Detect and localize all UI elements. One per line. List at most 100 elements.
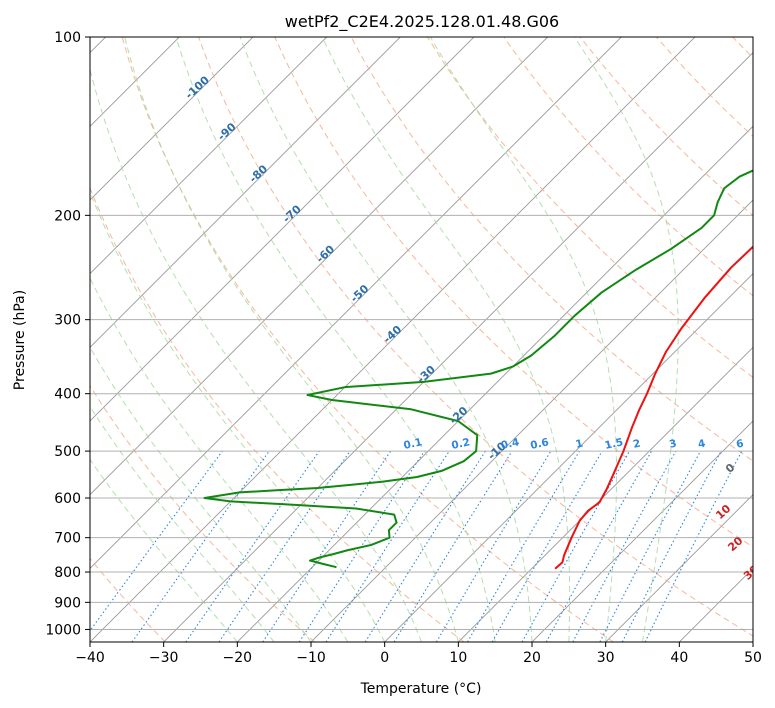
isotherm-label: -40 — [381, 323, 405, 346]
y-tick-label: 500 — [54, 444, 81, 460]
mixing-ratio-line — [435, 450, 552, 642]
temperature-profile-line — [554, 245, 753, 570]
mixing-ratio-line — [545, 450, 653, 642]
moist-adiabat-line — [175, 37, 496, 642]
x-tick-label: −10 — [296, 650, 326, 666]
x-tick-label: 50 — [744, 650, 762, 666]
x-tick-label: 40 — [670, 650, 688, 666]
x-tick-label: 20 — [523, 650, 541, 666]
mixing-ratio-label: 0.6 — [529, 436, 550, 452]
mixing-ratio-line — [599, 450, 702, 642]
y-tick-label: 1000 — [45, 622, 81, 638]
mixing-ratio-line — [325, 450, 450, 642]
mixing-ratio-line — [90, 450, 223, 632]
isotherm-line — [163, 52, 753, 642]
moist-adiabat-line — [90, 67, 422, 642]
isotherm-label: -100 — [183, 73, 212, 101]
isotherm-label: -70 — [280, 202, 304, 225]
mixing-ratio-label: 8 — [764, 438, 774, 451]
mixing-ratio-label: 2 — [632, 438, 642, 451]
dry-adiabat-line — [90, 384, 316, 642]
chart-title: wetPf2_C2E4.2025.128.01.48.G06 — [285, 12, 559, 32]
isotherm-label: -20 — [447, 404, 471, 427]
dry-adiabat-lines — [90, 37, 753, 642]
y-tick-label: 100 — [54, 30, 81, 46]
y-tick-label: 700 — [54, 531, 81, 547]
mixing-ratio-label: 3 — [668, 438, 678, 451]
mixing-ratio-line — [521, 450, 630, 642]
moist-adiabat-line — [90, 190, 386, 642]
mixing-ratio-line — [218, 450, 351, 642]
isotherm-line — [310, 199, 753, 642]
y-axis-ticks: 100 200 300 400 500 600 700 800 900 1000 — [45, 30, 90, 638]
mixing-ratio-label: 0.4 — [500, 436, 521, 452]
isotherm-line — [457, 346, 753, 642]
moist-adiabat-line — [90, 276, 349, 642]
dry-adiabat-line — [350, 37, 753, 462]
moist-adiabat-line — [429, 37, 618, 642]
y-axis-label: Pressure (hPa) — [12, 290, 28, 390]
isotherm-label: -60 — [314, 242, 338, 265]
moist-adiabat-line — [124, 37, 459, 642]
moist-adiabat-label: 30 — [741, 562, 761, 582]
x-tick-label: 30 — [597, 650, 615, 666]
mixing-ratio-label: 1 — [575, 438, 585, 451]
x-tick-label: −40 — [75, 650, 105, 666]
isotherm-line — [90, 37, 401, 348]
moist-adiabat-lines — [90, 37, 679, 642]
dry-adiabat-line — [732, 37, 753, 59]
isotherm-line — [678, 567, 753, 642]
isotherm-lines — [0, 10, 753, 654]
isotherm-line — [384, 273, 753, 642]
moist-adiabat-line — [90, 405, 275, 642]
x-tick-label: 10 — [449, 650, 467, 666]
mixing-ratio-line — [298, 450, 425, 642]
y-tick-label: 800 — [54, 565, 81, 581]
dry-adiabat-line — [426, 37, 753, 378]
moist-adiabat-line — [321, 37, 571, 642]
isotherm-line — [90, 37, 328, 275]
isotherm-line — [90, 37, 549, 496]
dry-adiabat-line — [503, 37, 753, 297]
mixing-ratio-label: 0.1 — [403, 436, 424, 452]
mixing-ratio-label: 4 — [697, 438, 707, 451]
x-axis-label: Temperature (°C) — [360, 681, 482, 697]
x-tick-label: 0 — [380, 650, 389, 666]
isotherm-line — [90, 37, 696, 642]
mixing-ratio-label: 6 — [735, 438, 745, 451]
moist-adiabat-line — [239, 37, 533, 642]
mixing-ratio-line — [185, 450, 320, 642]
isotherm-label: -50 — [348, 282, 372, 305]
mixing-ratio-label: 0.2 — [450, 436, 471, 452]
isotherm-line — [752, 641, 753, 642]
moist-adiabat-line — [574, 37, 679, 642]
mixing-ratio-line — [393, 450, 513, 642]
y-tick-label: 600 — [54, 491, 81, 507]
moist-adiabat-line — [90, 458, 238, 642]
moist-adiabat-label: 20 — [725, 534, 745, 554]
x-tick-label: −30 — [149, 650, 179, 666]
dry-adiabat-line — [90, 186, 465, 642]
isotherm-line — [90, 37, 180, 127]
dry-adiabat-line — [274, 37, 753, 548]
moist-adiabat-line — [90, 346, 312, 642]
y-tick-label: 400 — [54, 387, 81, 403]
y-tick-label: 900 — [54, 595, 81, 611]
moist-adiabat-label: 40 — [761, 587, 775, 607]
mixing-ratio-lines — [90, 450, 743, 642]
x-axis-ticks: −40 −30 −20 −10 0 10 20 30 40 50 — [75, 642, 762, 666]
isotherm-label: -90 — [215, 120, 239, 143]
isobar-gridlines — [90, 37, 753, 630]
isotherm-line — [90, 37, 475, 422]
isotherm-line — [0, 10, 59, 654]
mixing-ratio-line — [364, 450, 486, 642]
isotherm-line — [90, 37, 254, 201]
dewpoint-profile-line — [203, 169, 753, 569]
isotherm-line — [605, 494, 753, 642]
mixing-ratio-line — [572, 450, 677, 642]
dry-adiabat-line — [198, 37, 753, 637]
y-tick-label: 300 — [54, 313, 81, 329]
profile-series — [203, 169, 753, 570]
mixing-ratio-line — [262, 450, 392, 642]
